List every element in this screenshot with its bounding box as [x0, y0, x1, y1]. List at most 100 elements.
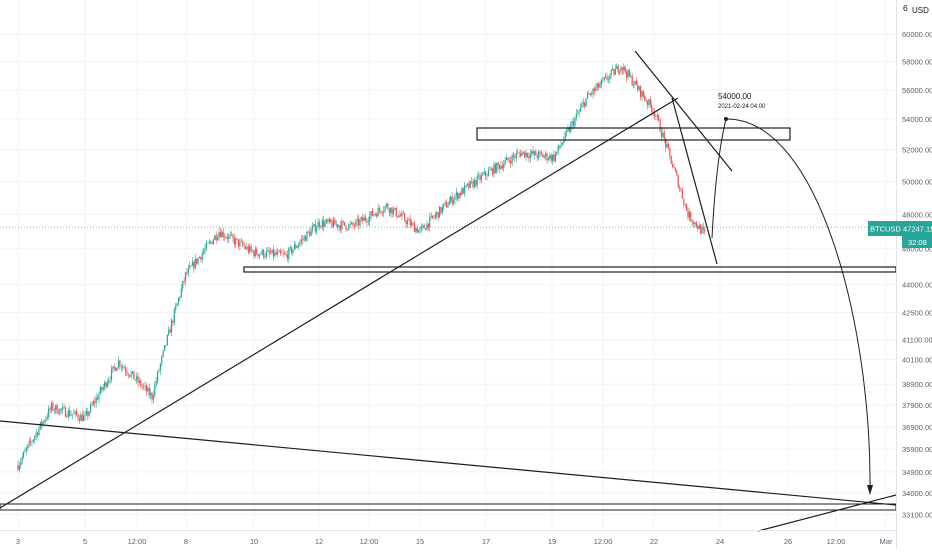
candle-body	[308, 232, 309, 233]
y-tick-label: 60000.00	[902, 30, 932, 39]
candle-body	[72, 414, 73, 415]
candle-body	[185, 273, 186, 282]
candle-body	[383, 211, 384, 213]
candle-body	[167, 335, 168, 345]
x-tick-label: 12:00	[128, 537, 147, 546]
projection-down-arc[interactable]	[726, 119, 870, 491]
candle-body	[197, 258, 198, 263]
candle-body	[472, 181, 473, 187]
candle-body	[625, 66, 626, 72]
candle-body	[634, 81, 635, 85]
candle-body	[262, 250, 263, 254]
ascending-trendline[interactable]	[0, 98, 678, 508]
candle-body	[470, 181, 471, 188]
candle-body	[513, 155, 514, 156]
support-zone[interactable]	[244, 267, 896, 272]
candle-body	[567, 128, 568, 130]
candle-body	[422, 225, 423, 226]
candle-body	[365, 218, 366, 221]
candle-body	[419, 229, 420, 230]
candle-body	[68, 410, 69, 417]
candle-body	[509, 160, 510, 161]
candle-body	[623, 66, 624, 70]
candle-body	[44, 421, 45, 422]
candle-body	[694, 222, 695, 224]
candle-body	[188, 268, 189, 273]
candle-body	[26, 448, 27, 450]
projection-point[interactable]	[724, 117, 728, 121]
candle-body	[168, 330, 169, 336]
candle-body	[331, 222, 332, 227]
candle-body	[474, 180, 475, 187]
candle-body	[48, 409, 49, 417]
candle-body	[149, 388, 150, 396]
candle-body	[94, 401, 95, 403]
candle-body	[534, 151, 535, 154]
candle-body	[179, 297, 180, 298]
candle-body	[478, 175, 479, 176]
candle-body	[680, 189, 681, 191]
candle-body	[545, 153, 546, 156]
candle-body	[371, 211, 372, 215]
y-tick-label: 34900.00	[902, 468, 932, 477]
candle-body	[661, 132, 662, 137]
descending-support-line[interactable]	[0, 421, 896, 505]
candle-body	[493, 164, 494, 174]
candle-body	[500, 166, 501, 169]
candle-body	[228, 236, 229, 239]
candle-body	[538, 152, 539, 158]
candle-body	[58, 413, 59, 414]
candle-body	[496, 163, 497, 173]
candle-body	[84, 414, 85, 415]
candle-body	[117, 368, 118, 371]
candle-body	[108, 380, 109, 383]
candle-body	[620, 68, 621, 72]
candle-body	[323, 220, 324, 226]
candle-body	[227, 237, 228, 238]
candle-body	[601, 80, 602, 85]
candle-body	[178, 298, 179, 303]
candle-body	[369, 216, 370, 222]
y-axis[interactable]: 6 USD 60000.0058000.0056000.0054000.0052…	[897, 0, 932, 550]
x-tick-label: 22	[650, 537, 658, 546]
candle-body	[574, 118, 575, 126]
candle-body	[375, 214, 376, 215]
candle-body	[376, 214, 377, 217]
candle-body	[192, 262, 193, 266]
projection-up-path[interactable]	[712, 119, 726, 238]
candle-body	[126, 371, 127, 373]
price-annotation[interactable]: 54000.00 2021-02-24 04:00	[718, 92, 766, 110]
candle-body	[687, 210, 688, 217]
candle-body	[203, 251, 204, 253]
candle-body	[105, 382, 106, 387]
x-tick-label: 17	[482, 537, 490, 546]
candle-body	[591, 94, 592, 95]
candle-body	[24, 451, 25, 452]
candle-body	[637, 85, 638, 90]
lower-right-line[interactable]	[758, 495, 896, 531]
annotation-time: 2021-02-24 04:00	[718, 104, 766, 110]
candle-body	[414, 223, 415, 231]
candle-body	[629, 70, 630, 76]
candle-body	[139, 381, 140, 383]
candle-body	[244, 245, 245, 246]
candle-body	[579, 111, 580, 113]
candle-body	[352, 223, 353, 226]
bottom-zone[interactable]	[0, 504, 896, 510]
candle-body	[503, 164, 504, 168]
candle-body	[566, 131, 567, 133]
candle-body	[350, 224, 351, 225]
candle-body	[320, 227, 321, 228]
candle-body	[242, 242, 243, 246]
candle-body	[460, 193, 461, 195]
candle-body	[266, 251, 267, 256]
candle-body	[368, 222, 369, 223]
candle-body	[338, 225, 339, 227]
resistance-trendline[interactable]	[635, 51, 732, 171]
candle-body	[622, 68, 623, 71]
resistance-zone[interactable]	[477, 128, 790, 140]
candle-body	[107, 383, 108, 387]
